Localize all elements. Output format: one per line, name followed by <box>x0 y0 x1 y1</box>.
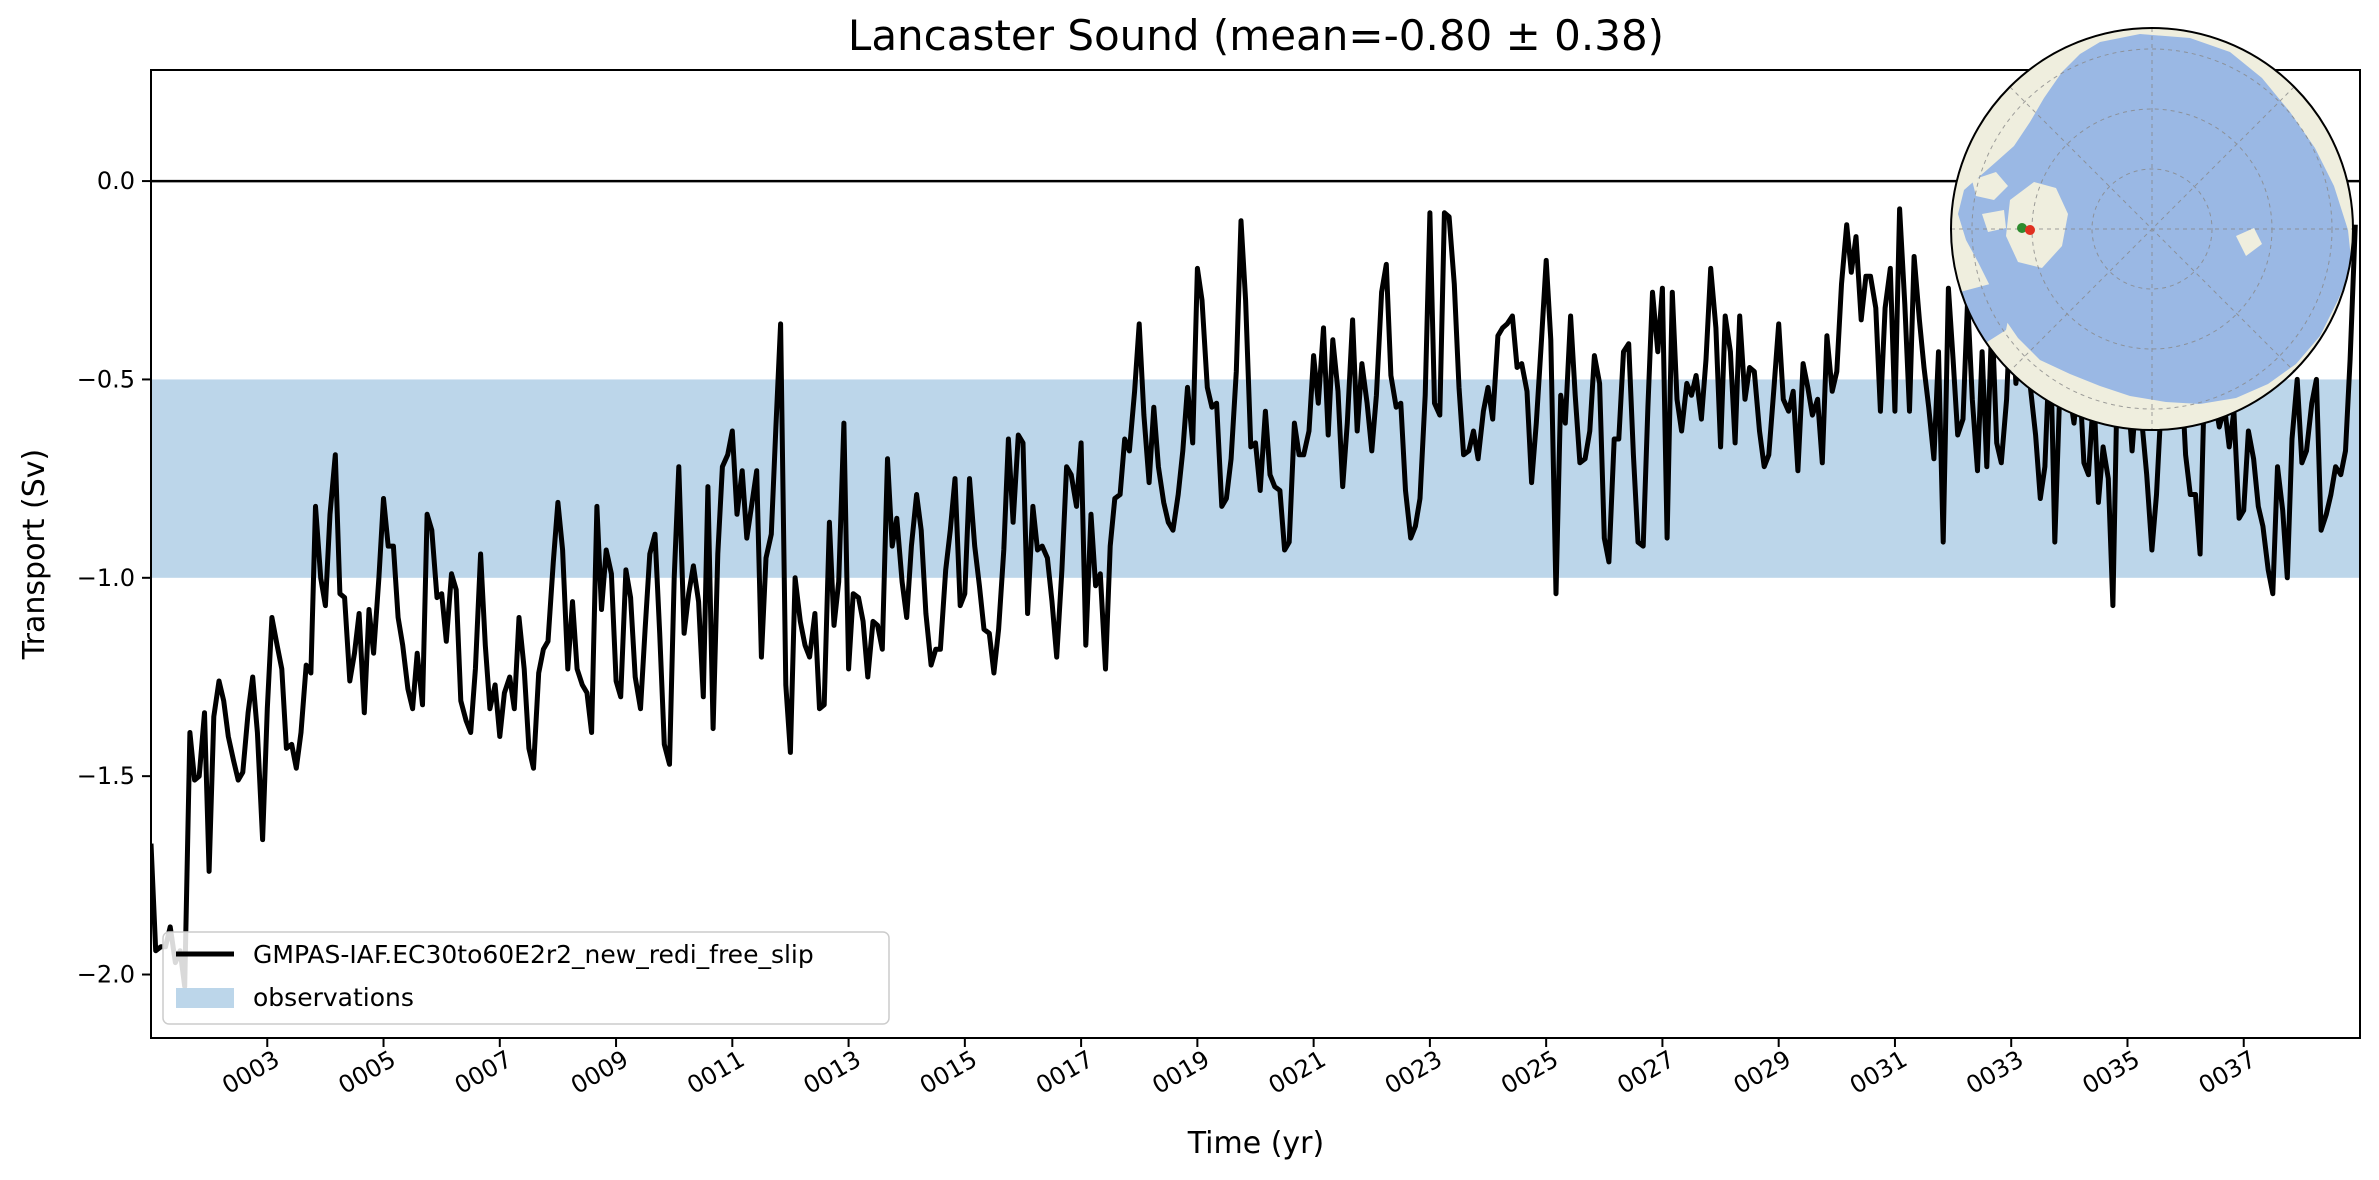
y-tick-label: −1.0 <box>77 564 135 592</box>
observations-band <box>151 379 2360 578</box>
x-tick-label: 0005 <box>334 1045 401 1100</box>
x-tick-label: 0031 <box>1845 1045 1912 1100</box>
y-axis-label: Transport (Sv) <box>17 449 52 661</box>
legend-observations-label: observations <box>253 983 414 1012</box>
y-tick-label: −1.5 <box>77 762 135 790</box>
inset-arctic-map <box>1950 27 2354 431</box>
y-tick-label: 0.0 <box>97 167 135 195</box>
legend-observations-swatch <box>176 988 234 1008</box>
x-tick-label: 0009 <box>566 1045 633 1100</box>
inset-map-end-marker <box>2025 225 2035 235</box>
x-axis: 0003 0005 0007 0009 0011 0013 0015 0017 0019 0021… <box>217 1038 2261 1100</box>
x-tick-label: 0037 <box>2194 1045 2261 1100</box>
chart-title: Lancaster Sound (mean=-0.80 ± 0.38) <box>848 11 1664 60</box>
x-axis-label: Time (yr) <box>1187 1126 1324 1161</box>
inset-map-ocean <box>1958 34 2352 404</box>
legend-series-label: GMPAS-IAF.EC30to60E2r2_new_redi_free_sli… <box>253 940 814 969</box>
transport-series-line <box>151 206 2358 989</box>
legend: GMPAS-IAF.EC30to60E2r2_new_redi_free_sli… <box>162 931 890 1025</box>
x-tick-label: 0025 <box>1496 1045 1563 1100</box>
x-tick-label: 0017 <box>1031 1045 1098 1100</box>
plot-frame <box>150 69 2361 1039</box>
y-tick-label: −2.0 <box>77 961 135 989</box>
y-tick-label: −0.5 <box>77 365 135 393</box>
inset-map-archipelago <box>1972 172 2008 232</box>
x-tick-label: 0019 <box>1147 1045 1214 1100</box>
x-tick-label: 0027 <box>1613 1045 1680 1100</box>
x-tick-label: 0003 <box>217 1045 284 1100</box>
x-tick-label: 0007 <box>450 1045 517 1100</box>
x-tick-label: 0035 <box>2078 1045 2145 1100</box>
x-tick-label: 0023 <box>1380 1045 1447 1100</box>
legend-frame <box>162 931 890 1025</box>
inset-map-border <box>1950 27 2354 431</box>
x-tick-label: 0033 <box>1961 1045 2028 1100</box>
inset-map-start-marker <box>2017 223 2027 233</box>
y-axis: 0.0 −0.5 −1.0 −1.5 −2.0 <box>77 167 151 989</box>
x-tick-label: 0013 <box>799 1045 866 1100</box>
x-tick-label: 0015 <box>915 1045 982 1100</box>
inset-map-greenland <box>2006 182 2068 268</box>
inset-map-svalbard <box>2236 228 2262 256</box>
x-tick-label: 0029 <box>1729 1045 1796 1100</box>
x-tick-label: 0011 <box>682 1045 749 1100</box>
x-tick-label: 0021 <box>1264 1045 1331 1100</box>
